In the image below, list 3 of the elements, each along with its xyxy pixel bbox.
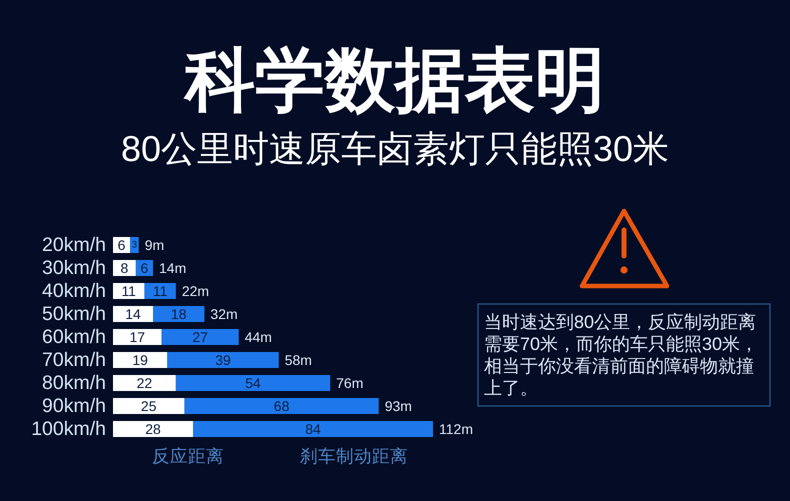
annotation: 当时速达到80公里，反应制动距离需要70米，而你的车只能照30米，相当于你没看清前面的障碍物就撞上了。 (477, 303, 771, 407)
title: 科学数据表明 (185, 41, 605, 119)
subtitle: 80公里时速原车卤素灯只能照30米 (120, 128, 670, 169)
